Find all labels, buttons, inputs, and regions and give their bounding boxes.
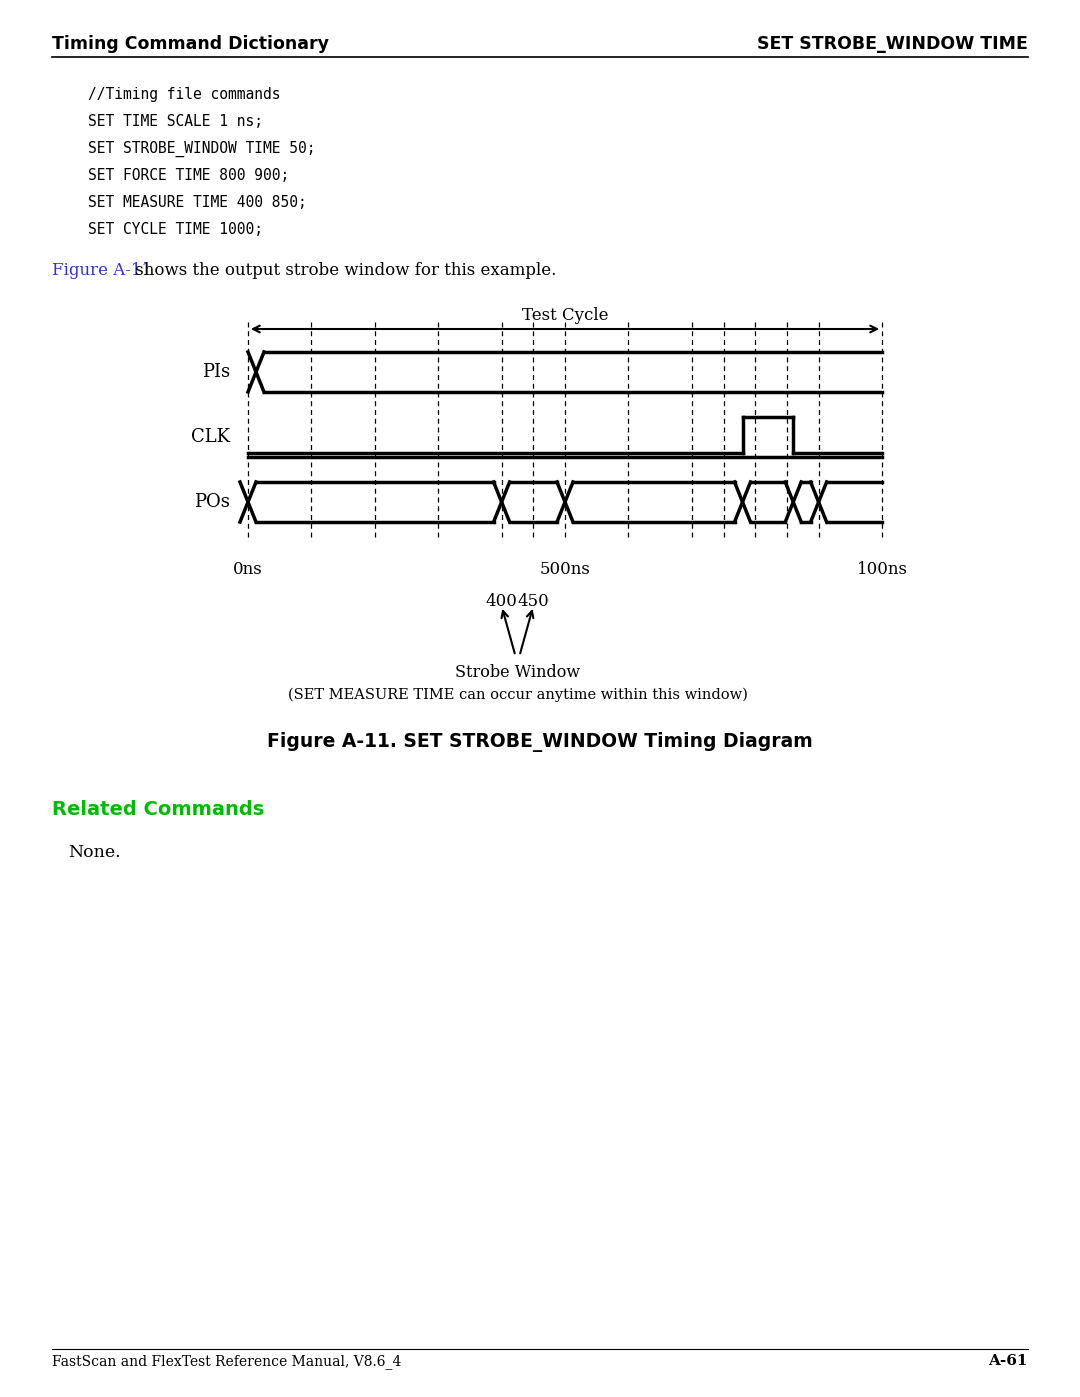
Text: SET STROBE_WINDOW TIME 50;: SET STROBE_WINDOW TIME 50;: [87, 141, 315, 158]
Text: POs: POs: [194, 493, 230, 511]
Text: Figure A-11: Figure A-11: [52, 263, 152, 279]
Text: Test Cycle: Test Cycle: [522, 307, 608, 324]
Text: SET TIME SCALE 1 ns;: SET TIME SCALE 1 ns;: [87, 115, 264, 129]
Text: 500ns: 500ns: [540, 562, 591, 578]
Text: Timing Command Dictionary: Timing Command Dictionary: [52, 35, 329, 53]
Text: Figure A-11. SET STROBE_WINDOW Timing Diagram: Figure A-11. SET STROBE_WINDOW Timing Di…: [267, 732, 813, 752]
Text: CLK: CLK: [191, 427, 230, 446]
Text: 450: 450: [517, 592, 549, 610]
Text: FastScan and FlexTest Reference Manual, V8.6_4: FastScan and FlexTest Reference Manual, …: [52, 1354, 402, 1369]
Text: 0ns: 0ns: [233, 562, 262, 578]
Text: 400: 400: [486, 592, 517, 610]
Text: 100ns: 100ns: [856, 562, 907, 578]
Text: Strobe Window: Strobe Window: [455, 664, 580, 680]
Text: //Timing file commands: //Timing file commands: [87, 87, 281, 102]
Text: SET FORCE TIME 800 900;: SET FORCE TIME 800 900;: [87, 168, 289, 183]
Text: Related Commands: Related Commands: [52, 800, 265, 819]
Text: SET CYCLE TIME 1000;: SET CYCLE TIME 1000;: [87, 222, 264, 237]
Text: SET MEASURE TIME 400 850;: SET MEASURE TIME 400 850;: [87, 196, 307, 210]
Text: A-61: A-61: [988, 1354, 1028, 1368]
Text: shows the output strobe window for this example.: shows the output strobe window for this …: [130, 263, 556, 279]
Text: PIs: PIs: [202, 363, 230, 381]
Text: SET STROBE_WINDOW TIME: SET STROBE_WINDOW TIME: [757, 35, 1028, 53]
Text: None.: None.: [68, 844, 121, 861]
Text: (SET MEASURE TIME can occur anytime within this window): (SET MEASURE TIME can occur anytime with…: [287, 687, 747, 703]
